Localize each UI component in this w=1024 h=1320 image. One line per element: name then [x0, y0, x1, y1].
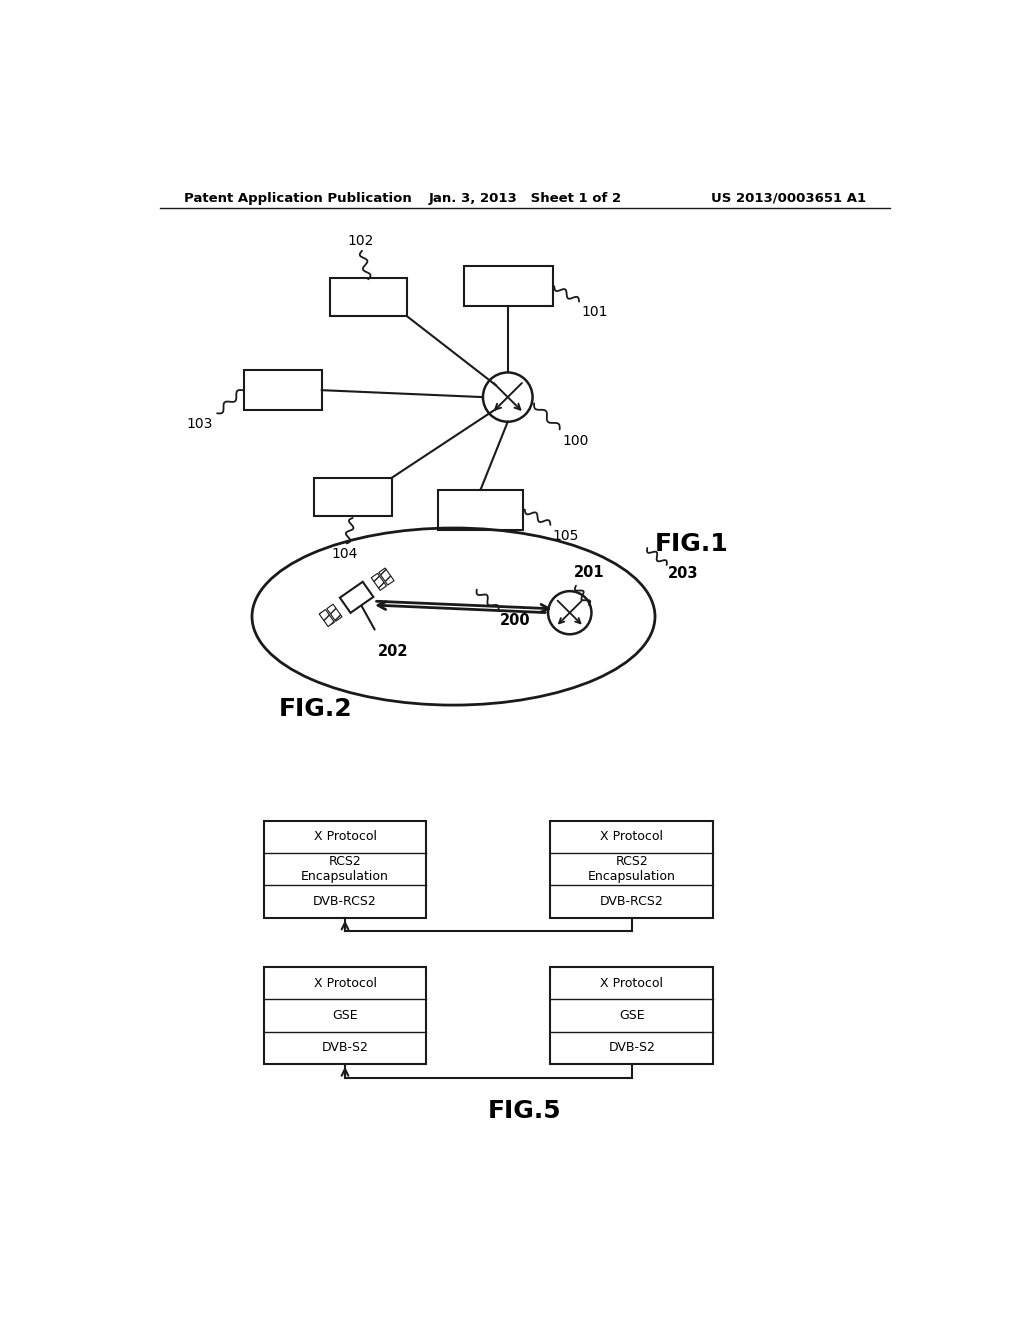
- Polygon shape: [327, 605, 342, 622]
- Text: 201: 201: [573, 565, 604, 581]
- Polygon shape: [379, 568, 394, 585]
- Text: 102: 102: [347, 235, 374, 248]
- Text: 203: 203: [669, 566, 698, 582]
- Text: X Protocol: X Protocol: [600, 830, 664, 843]
- Bar: [263, 966, 426, 1064]
- Text: DVB-RCS2: DVB-RCS2: [313, 895, 377, 908]
- Text: FIG.2: FIG.2: [280, 697, 352, 722]
- Bar: [550, 966, 713, 1064]
- Text: DVB-S2: DVB-S2: [608, 1041, 655, 1055]
- Text: GSE: GSE: [332, 1008, 357, 1022]
- Polygon shape: [372, 573, 386, 590]
- Text: RCS2
Encapsulation: RCS2 Encapsulation: [301, 855, 389, 883]
- Text: FIG.5: FIG.5: [488, 1098, 561, 1122]
- Bar: [438, 490, 523, 529]
- Polygon shape: [340, 582, 374, 612]
- Text: 200: 200: [500, 612, 530, 628]
- Text: FIG.1: FIG.1: [655, 532, 729, 556]
- Text: DVB-RCS2: DVB-RCS2: [600, 895, 664, 908]
- Text: 105: 105: [553, 529, 580, 543]
- Text: US 2013/0003651 A1: US 2013/0003651 A1: [711, 191, 866, 205]
- Text: 202: 202: [378, 644, 409, 659]
- Text: X Protocol: X Protocol: [313, 977, 377, 990]
- Text: X Protocol: X Protocol: [313, 830, 377, 843]
- Text: DVB-S2: DVB-S2: [322, 1041, 369, 1055]
- Bar: [263, 821, 426, 917]
- Bar: [314, 478, 391, 516]
- Bar: [550, 821, 713, 917]
- Text: Jan. 3, 2013   Sheet 1 of 2: Jan. 3, 2013 Sheet 1 of 2: [428, 191, 622, 205]
- Text: 103: 103: [186, 417, 213, 432]
- Bar: [464, 267, 553, 306]
- Text: 104: 104: [332, 548, 358, 561]
- Bar: [330, 277, 407, 317]
- Text: GSE: GSE: [618, 1008, 644, 1022]
- Text: Patent Application Publication: Patent Application Publication: [183, 191, 412, 205]
- Polygon shape: [319, 610, 335, 627]
- Text: 101: 101: [582, 305, 608, 319]
- Text: X Protocol: X Protocol: [600, 977, 664, 990]
- Bar: [245, 370, 322, 411]
- Text: RCS2
Encapsulation: RCS2 Encapsulation: [588, 855, 676, 883]
- Text: 100: 100: [562, 434, 589, 447]
